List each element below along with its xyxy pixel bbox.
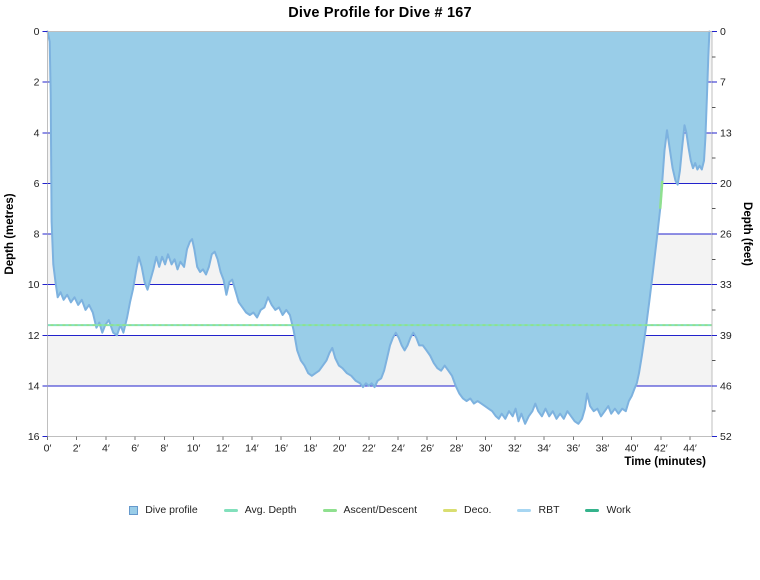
svg-text:18′: 18′ — [304, 443, 318, 455]
svg-text:32′: 32′ — [508, 443, 522, 455]
y-axis-right-ticks: 0 7 13 20 26 33 39 46 52 — [712, 26, 732, 443]
svg-text:44′: 44′ — [683, 443, 697, 455]
svg-text:12: 12 — [28, 330, 40, 342]
y-axis-right-title: Depth (feet) — [741, 202, 753, 266]
legend-item-ascent-descent: Ascent/Descent — [322, 504, 418, 516]
svg-text:24′: 24′ — [391, 443, 405, 455]
svg-text:8: 8 — [34, 229, 40, 241]
svg-text:0′: 0′ — [44, 443, 52, 455]
svg-text:12′: 12′ — [216, 443, 230, 455]
svg-text:22′: 22′ — [362, 443, 376, 455]
svg-text:36′: 36′ — [566, 443, 580, 455]
legend-label-deco: Deco. — [464, 504, 492, 516]
svg-text:4: 4 — [34, 127, 40, 139]
svg-text:34′: 34′ — [537, 443, 551, 455]
svg-text:16′: 16′ — [274, 443, 288, 455]
svg-text:39: 39 — [720, 330, 732, 342]
svg-text:2′: 2′ — [73, 443, 81, 455]
svg-text:28′: 28′ — [450, 443, 464, 455]
svg-text:20: 20 — [720, 178, 732, 190]
svg-text:26: 26 — [720, 229, 732, 241]
legend-swatch-avg-depth — [223, 508, 238, 512]
legend-label-avg-depth: Avg. Depth — [244, 504, 297, 516]
svg-text:2: 2 — [34, 77, 40, 89]
legend-swatch-deco — [443, 508, 458, 512]
svg-text:0: 0 — [34, 26, 40, 38]
svg-text:26′: 26′ — [420, 443, 434, 455]
legend-label-work: Work — [606, 504, 631, 516]
svg-text:10: 10 — [28, 279, 40, 291]
svg-text:46: 46 — [720, 380, 732, 392]
svg-text:40′: 40′ — [625, 443, 639, 455]
legend-label-rbt: RBT — [538, 504, 560, 516]
svg-text:14: 14 — [28, 380, 40, 392]
svg-text:6′: 6′ — [131, 443, 139, 455]
svg-text:6: 6 — [34, 178, 40, 190]
legend-swatch-ascent-descent — [322, 508, 337, 512]
legend-swatch-work — [585, 508, 600, 512]
x-axis-ticks: 0′ 2′ 4′ 6′ 8′ 10′ 12′ 14′ 16′ 18′ 20′ 22′ 24′ 26′ 28′… — [44, 436, 697, 455]
legend-item-work: Work — [585, 504, 631, 516]
svg-text:52: 52 — [720, 431, 732, 443]
svg-text:8′: 8′ — [160, 443, 168, 455]
svg-text:7: 7 — [720, 77, 726, 89]
svg-text:14′: 14′ — [245, 443, 259, 455]
y-axis-left-ticks: 0 2 4 6 8 10 12 14 16 — [28, 26, 48, 443]
svg-text:38′: 38′ — [596, 443, 610, 455]
legend-item-deco: Deco. — [443, 504, 491, 516]
legend-item-dive-profile: Dive profile — [129, 504, 198, 516]
svg-text:0: 0 — [720, 26, 726, 38]
legend-label-ascent-descent: Ascent/Descent — [343, 504, 418, 516]
svg-text:4′: 4′ — [102, 443, 110, 455]
legend-label-dive-profile: Dive profile — [145, 504, 198, 516]
legend-item-avg-depth: Avg. Depth — [223, 504, 297, 516]
y-axis-left-title: Depth (metres) — [4, 193, 16, 275]
x-axis-title: Time (minutes) — [624, 456, 706, 468]
legend-swatch-dive-profile — [129, 505, 139, 515]
legend: Dive profile Avg. Depth Ascent/Descent Deco… — [0, 504, 760, 516]
svg-text:30′: 30′ — [479, 443, 493, 455]
legend-item-rbt: RBT — [517, 504, 559, 516]
ascent-rate-highlight — [658, 180, 664, 209]
svg-text:10′: 10′ — [187, 443, 201, 455]
svg-text:16: 16 — [28, 431, 40, 443]
chart-title: Dive Profile for Dive # 167 — [288, 5, 472, 21]
svg-text:20′: 20′ — [333, 443, 347, 455]
svg-text:42′: 42′ — [654, 443, 668, 455]
legend-swatch-rbt — [517, 508, 532, 512]
svg-text:13: 13 — [720, 127, 732, 139]
svg-text:33: 33 — [720, 279, 732, 291]
